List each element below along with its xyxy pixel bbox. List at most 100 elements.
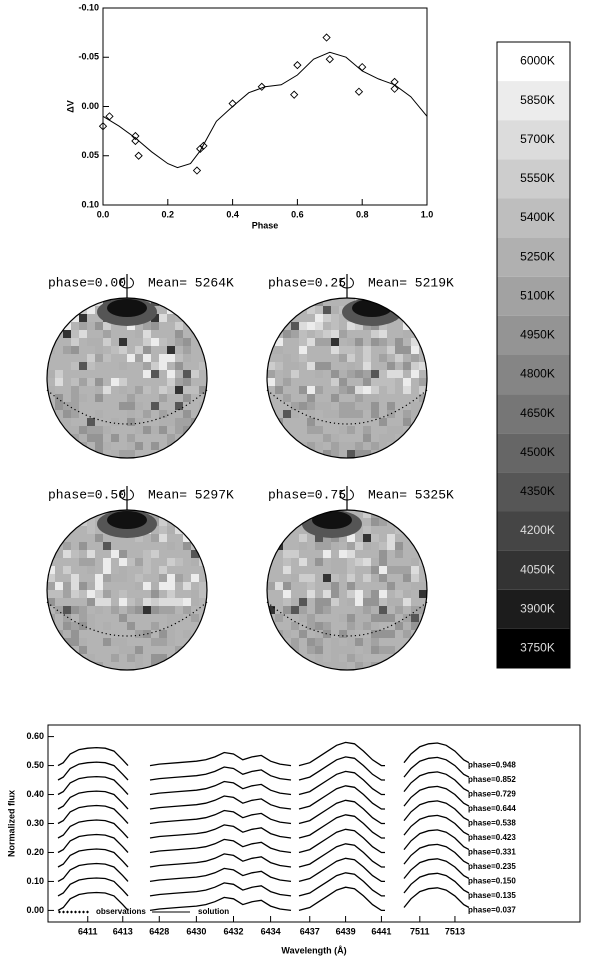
phase-label: phase=0.235 [468, 862, 516, 871]
polar-spot-core [312, 511, 352, 529]
surface-cell [95, 338, 103, 346]
surface-cell [167, 638, 175, 646]
surface-cell [299, 542, 307, 550]
surface-cell [47, 450, 55, 458]
mean-label: Mean= 5219K [368, 275, 454, 290]
data-point [322, 33, 331, 42]
surface-cell [387, 582, 395, 590]
surface-cell [175, 362, 183, 370]
spectrum-line [149, 867, 292, 883]
y-tick-label: 0.05 [81, 150, 99, 160]
surface-cell [315, 646, 323, 654]
surface-cell [151, 338, 159, 346]
surface-cell [135, 354, 143, 362]
surface-cell [55, 550, 63, 558]
surface-cell [299, 402, 307, 410]
surface-cell [159, 410, 167, 418]
surface-cell [363, 370, 371, 378]
surface-cell [167, 606, 175, 614]
surface-cell [395, 298, 403, 306]
surface-cell [339, 450, 347, 458]
surface-cell [199, 434, 207, 442]
surface-cell [63, 442, 71, 450]
surface-cell [119, 614, 127, 622]
spectrum-line [149, 896, 292, 912]
surface-cell [331, 534, 339, 542]
surface-cell [167, 582, 175, 590]
surface-cell [403, 418, 411, 426]
phase-label: phase=0.729 [468, 790, 516, 799]
surface-cell [363, 386, 371, 394]
globe-outline [46, 509, 208, 671]
surface-cell [135, 426, 143, 434]
polar-spot-core [107, 511, 147, 529]
surface-cell [151, 534, 159, 542]
surface-cell [331, 306, 339, 314]
y-tick-label: 0.10 [81, 199, 99, 209]
surface-cell [159, 518, 167, 526]
color-level-label: 4950K [520, 328, 555, 342]
surface-cell [331, 662, 339, 670]
surface-cell [315, 558, 323, 566]
data-point [105, 112, 114, 121]
surface-cell [71, 394, 79, 402]
surface-cell [103, 598, 111, 606]
surface-cell [63, 434, 71, 442]
surface-cell [175, 646, 183, 654]
surface-cell [403, 322, 411, 330]
surface-cell [323, 622, 331, 630]
surface-cell [143, 582, 151, 590]
surface-cell [71, 306, 79, 314]
spectrum-line [298, 785, 385, 810]
surface-cell [103, 590, 111, 598]
surface-cell [167, 434, 175, 442]
surface-cell [63, 622, 71, 630]
spectrum-line [57, 862, 129, 882]
surface-cell [363, 450, 371, 458]
spectrum-line [298, 843, 385, 868]
surface-cell [379, 558, 387, 566]
surface-cell [111, 574, 119, 582]
surface-cell [283, 558, 291, 566]
phase-label: phase=0.00 [48, 275, 126, 290]
equator [46, 601, 208, 637]
surface-cell [387, 566, 395, 574]
surface-cell [127, 450, 135, 458]
color-level-label: 5850K [520, 93, 555, 107]
surface-cell [143, 330, 151, 338]
surface-cell [267, 378, 275, 386]
surface-cell [307, 322, 315, 330]
surface-cell [275, 510, 283, 518]
surface-cell [71, 330, 79, 338]
surface-cell [355, 614, 363, 622]
surface-cell [403, 574, 411, 582]
surface-cell [183, 598, 191, 606]
surface-cell [175, 426, 183, 434]
surface-cell [371, 442, 379, 450]
surface-cell [379, 614, 387, 622]
surface-cell [331, 322, 339, 330]
y-tick-label: -0.10 [78, 2, 99, 12]
surface-cell [395, 606, 403, 614]
surface-cell [323, 590, 331, 598]
surface-cell [159, 526, 167, 534]
legend-marker [66, 910, 69, 914]
surface-cell [363, 434, 371, 442]
surface-cell [191, 662, 199, 670]
surface-cell [323, 314, 331, 322]
surface-cell [387, 298, 395, 306]
surface-cell [291, 662, 299, 670]
surface-cell [267, 534, 275, 542]
surface-cell [47, 330, 55, 338]
surface-cell [267, 362, 275, 370]
surface-cell [411, 298, 419, 306]
surface-cell [71, 574, 79, 582]
surface-cell [387, 542, 395, 550]
surface-cell [323, 402, 331, 410]
surface-cell [315, 534, 323, 542]
surface-cell [379, 598, 387, 606]
surface-cell [191, 654, 199, 662]
surface-cell [363, 322, 371, 330]
surface-cell [403, 314, 411, 322]
surface-cell [159, 386, 167, 394]
